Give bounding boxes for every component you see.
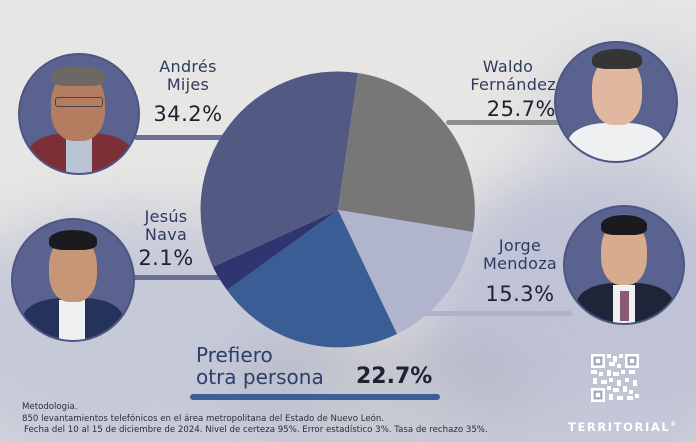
slice-jesus-nava: [213, 210, 338, 290]
label-jesus-nava: Jesús Nava 2.1%: [128, 207, 204, 271]
candidate-first-name: Jesús: [144, 207, 188, 226]
candidate-last-name: Nava: [144, 225, 188, 244]
connector-andres: [134, 135, 234, 140]
label-jorge-mendoza: Jorge Mendoza 15.3%: [474, 236, 566, 307]
other-line-2: otra persona: [196, 365, 324, 389]
methodology-note: Metodologia. 850 levantamientos telefóni…: [22, 402, 488, 437]
pie-slices: [200, 71, 475, 348]
connector-other: [190, 394, 440, 400]
avatar-jesus-nava: [13, 220, 133, 340]
candidate-last-name: Mijes: [166, 75, 210, 94]
connector-waldo: [446, 120, 562, 125]
candidate-first-name: Waldo: [482, 57, 534, 76]
slice-jorge-mendoza: [338, 210, 473, 334]
candidate-last-name: Fernández: [470, 75, 556, 94]
slice-andres-mijes: [200, 71, 358, 267]
slice-waldo-fernandez: [338, 73, 475, 232]
candidate-first-name: Jorge: [498, 236, 542, 255]
avatar-waldo-fernandez: [556, 43, 676, 161]
other-line-1: Prefiero: [196, 343, 273, 367]
avatar-andres-mijes: [20, 55, 138, 173]
slice-prefiero-otra-persona: [227, 210, 397, 348]
other-percentage: 22.7%: [356, 364, 433, 389]
candidate-percentage: 34.2%: [153, 102, 223, 126]
connector-jorge: [422, 311, 572, 316]
brand-logo: TERRITORIAL®: [568, 420, 678, 434]
methodology-line-2: Fecha del 10 al 15 de diciembre de 2024.…: [24, 425, 488, 435]
candidate-first-name: Andrés: [159, 57, 217, 76]
candidate-percentage: 2.1%: [138, 246, 194, 270]
candidate-percentage: 15.3%: [485, 282, 555, 306]
qr-code-icon[interactable]: [591, 354, 639, 402]
label-andres-mijes: Andrés Mijes 34.2%: [138, 57, 238, 127]
avatar-jorge-mendoza: [565, 207, 683, 323]
candidate-last-name: Mendoza: [482, 254, 558, 273]
candidate-percentage: 25.7%: [486, 97, 556, 121]
registered-mark: ®: [670, 421, 678, 429]
label-waldo-fernandez: Waldo Fernández 25.7%: [446, 57, 556, 122]
methodology-line-1: 850 levantamientos telefónicos en el áre…: [22, 413, 385, 424]
brand-name: TERRITORIAL: [568, 420, 671, 434]
methodology-title: Metodologia.: [22, 402, 78, 412]
connector-jesus: [130, 275, 225, 280]
label-prefiero-otra-persona: Prefiero otra persona: [196, 344, 324, 388]
